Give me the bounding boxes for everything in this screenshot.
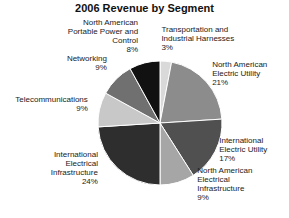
html-text:2006 Revenue by Segment: 2006 Revenue by Segment [75,2,214,14]
svg-text:North AmericanPortable Power a: North AmericanPortable Power andControl8… [68,18,138,54]
svg-text:InternationalElectric Utility1: InternationalElectric Utility17% [219,136,267,163]
svg-text:Transportation andIndustrial H: Transportation andIndustrial Harnesses3% [161,25,234,52]
svg-text:Networking9%: Networking9% [67,54,107,72]
svg-text:Telecommunications9%: Telecommunications9% [15,95,87,113]
svg-text:InternationalElectricalInfrast: InternationalElectricalInfrastructure24% [51,150,99,186]
svg-text:North AmericanElectric Utility: North AmericanElectric Utility21% [212,60,267,87]
svg-text:North AmericanElectricalInfras: North AmericanElectricalInfrastructure9% [197,166,252,202]
